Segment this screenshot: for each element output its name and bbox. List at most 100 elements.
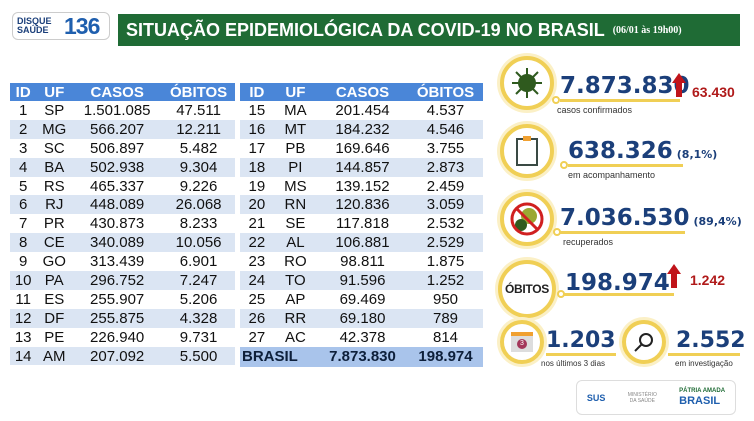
table-cell: 3.059: [408, 195, 483, 215]
table-cell: 6: [10, 195, 37, 215]
magnifier-icon: [622, 320, 666, 364]
divider-dot: [557, 290, 565, 298]
recovered-number: 7.036.530: [560, 205, 690, 231]
table-cell: AC: [284, 328, 306, 346]
table-cell: SP: [44, 101, 65, 119]
recovered-label: recuperados: [563, 237, 614, 247]
column-header: CASOS: [317, 83, 409, 101]
recent-value: 1.203: [546, 328, 616, 353]
page-title: SITUAÇÃO EPIDEMIOLÓGICA DA COVID-19 NO B…: [126, 19, 605, 40]
no-virus-icon: [500, 192, 554, 246]
table-cell: 430.873: [90, 215, 145, 233]
divider: [668, 353, 740, 356]
table-row: 5 RS 465.337 9.226: [10, 177, 235, 196]
total-cases: 7.873.830: [317, 346, 409, 367]
table-cell: 465.337: [90, 177, 145, 195]
table-cell: 502.938: [72, 157, 163, 177]
table-row: 8 CE 340.089 10.056: [10, 233, 235, 253]
table-cell: 789: [408, 308, 483, 328]
brasil-logo-text: BRASIL: [679, 394, 721, 407]
table-cell: 2.459: [426, 177, 465, 195]
table-cell: RR: [273, 308, 317, 328]
table-row: 1 SP 1.501.085 47.511: [10, 101, 235, 120]
table-cell: PR: [43, 215, 65, 233]
table-cell: SC: [43, 139, 65, 157]
table-cell: 7.247: [162, 271, 235, 290]
table-cell: 566.207: [72, 119, 163, 139]
table-cell: 5.206: [179, 290, 218, 308]
table-row: 15 MA 201.454 4.537: [240, 101, 483, 120]
table-cell: 8: [10, 233, 37, 253]
table-cell: 1.501.085: [83, 101, 151, 119]
column-header: ÓBITOS: [162, 83, 235, 101]
table-cell: 42.378: [339, 328, 386, 346]
recovered-value: 7.036.530 (89,4%): [560, 205, 742, 231]
table-cell: PB: [285, 139, 306, 157]
table-cell: 3.755: [426, 139, 465, 157]
table-cell: 25: [248, 290, 266, 308]
table-cell: 117.818: [335, 215, 390, 233]
table-row: 2 MG 566.207 12.211: [10, 119, 235, 139]
table-cell: 814: [433, 328, 459, 346]
table-cell: 448.089: [72, 195, 163, 215]
table-row: 21 SE 117.818 2.532: [240, 214, 483, 233]
table-cell: 207.092: [72, 346, 163, 366]
title-bar: SITUAÇÃO EPIDEMIOLÓGICA DA COVID-19 NO B…: [118, 14, 740, 46]
table-row: 13 PE 226.940 9.731: [10, 328, 235, 347]
table-cell: 5: [18, 177, 28, 195]
table-cell: 144.857: [317, 157, 409, 177]
confirmed-label: casos confirmados: [557, 105, 633, 115]
table-cell: 4: [10, 157, 37, 177]
table-cell: 2.529: [408, 233, 483, 253]
table-cell: ES: [44, 290, 65, 308]
table-row: 24 TO 91.596 1.252: [240, 271, 483, 290]
table-cell: 12: [10, 308, 37, 328]
table-cell: RN: [273, 195, 317, 215]
table-cell: 4.328: [162, 308, 235, 328]
table-row: 26 RR 69.180 789: [240, 308, 483, 328]
divider: [560, 99, 680, 102]
table-cell: 69.469: [339, 290, 386, 308]
increase-arrow-icon: [667, 264, 681, 288]
table-cell: 1: [18, 101, 28, 119]
government-footer: SUS MINISTÉRIO DA SAÚDE PÁTRIA AMADA BRAS…: [576, 380, 736, 415]
table-cell: 506.897: [90, 139, 145, 157]
table-cell: 1.875: [426, 253, 465, 271]
table-cell: TO: [273, 271, 317, 290]
table-cell: 2.532: [426, 215, 465, 233]
table-cell: 296.752: [72, 271, 163, 290]
deaths-badge: ÓBITOS: [498, 260, 556, 318]
table-cell: PA: [36, 271, 73, 290]
brasil-logo-top: PÁTRIA AMADA: [679, 388, 726, 395]
total-deaths: 198.974: [408, 346, 483, 367]
table-cell: 26.068: [162, 195, 235, 215]
table-cell: PE: [44, 328, 65, 346]
calendar-day: 3: [517, 339, 527, 349]
table-row: 25 AP 69.469 950: [240, 290, 483, 309]
table-cell: 20: [240, 195, 274, 215]
table-cell: 9.226: [179, 177, 218, 195]
deaths-value: 198.974: [565, 270, 670, 296]
states-table-right: ID UF CASOS ÓBITOS 15 MA 201.454 4.537 16 MT 184.2…: [240, 83, 483, 367]
update-date: (06/01 às 19h00): [612, 24, 682, 36]
total-label: BRASIL: [240, 346, 317, 367]
table-cell: 15: [248, 101, 266, 119]
table-cell: 106.881: [317, 233, 409, 253]
table-cell: 98.811: [340, 253, 385, 271]
confirmed-value: 7.873.830: [560, 73, 690, 99]
table-cell: 14: [10, 346, 37, 366]
table-cell: 9.731: [179, 328, 218, 346]
table-row: 12 DF 255.875 4.328: [10, 308, 235, 328]
table-cell: 13: [14, 328, 32, 346]
table-cell: 69.180: [317, 308, 409, 328]
divider-dot: [552, 96, 560, 104]
table-cell: SE: [285, 215, 306, 233]
investigation-value: 2.552: [676, 328, 746, 353]
column-header: UF: [273, 83, 317, 101]
table-row: 14 AM 207.092 5.500: [10, 346, 235, 366]
table-row: 23 RO 98.811 1.875: [240, 252, 483, 271]
clipboard-icon: [500, 124, 554, 178]
table-cell: 10: [10, 271, 37, 290]
table-cell: 22: [240, 233, 274, 253]
divider: [546, 353, 616, 356]
